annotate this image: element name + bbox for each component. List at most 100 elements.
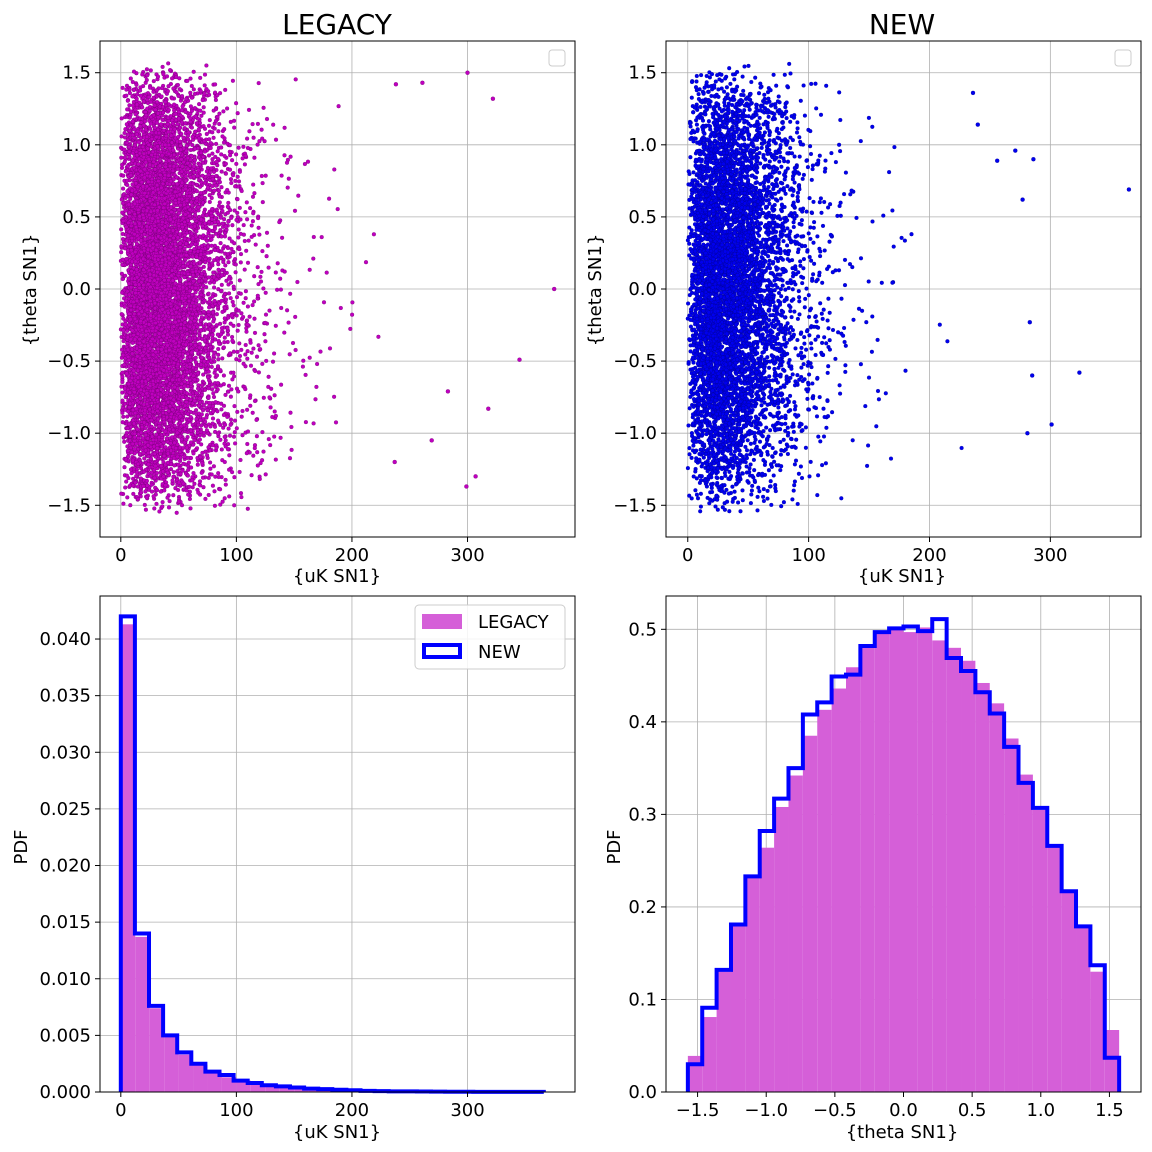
- legacy-scatter-point: [201, 105, 206, 110]
- legacy-scatter-point: [223, 392, 228, 397]
- legacy-scatter-point: [240, 433, 245, 438]
- legacy-scatter-point: [235, 328, 240, 333]
- legacy-scatter-point: [250, 122, 255, 127]
- legacy-scatter-point: [210, 184, 215, 189]
- legacy-scatter-point: [302, 161, 307, 167]
- legacy-scatter-point: [307, 267, 312, 272]
- legacy-scatter-point: [243, 210, 248, 215]
- legacy-scatter-point: [264, 254, 269, 259]
- legacy-scatter-point: [284, 160, 290, 165]
- legacy-scatter-point: [232, 418, 238, 423]
- legacy-scatter-point: [263, 312, 269, 317]
- legacy-scatter-point: [124, 473, 129, 478]
- legacy-scatter-point: [249, 223, 254, 228]
- legacy-scatter-point: [120, 85, 125, 90]
- legacy-scatter-point: [235, 111, 240, 116]
- legacy-scatter-point: [234, 152, 239, 157]
- legacy-scatter-point: [236, 227, 241, 232]
- legacy-scatter-point: [202, 180, 208, 185]
- legacy-scatter-point: [210, 207, 215, 212]
- legacy-scatter-point: [197, 102, 202, 107]
- legacy-scatter-point: [256, 225, 261, 230]
- legacy-scatter-point: [222, 496, 227, 501]
- legacy-scatter-point: [124, 433, 129, 438]
- legacy-scatter-point: [249, 473, 254, 478]
- legacy-scatter-point: [196, 336, 202, 341]
- legacy-scatter-point: [190, 485, 195, 490]
- legacy-scatter-point: [256, 216, 261, 221]
- legacy-scatter-point: [215, 409, 220, 414]
- legacy-scatter-point: [257, 232, 262, 237]
- legacy-scatter-point: [227, 433, 233, 438]
- legacy-scatter-point: [210, 387, 215, 392]
- legacy-scatter-point: [272, 351, 277, 356]
- legacy-scatter-point: [201, 485, 206, 490]
- legacy-scatter-point: [263, 339, 268, 344]
- legacy-scatter-point: [212, 489, 217, 494]
- legacy-scatter-point: [172, 108, 177, 113]
- legacy-scatter-point: [261, 449, 266, 454]
- legacy-scatter-point: [238, 260, 243, 265]
- legacy-scatter-point: [212, 503, 217, 508]
- legacy-scatter-point: [233, 270, 238, 275]
- legacy-scatter-point: [259, 173, 264, 179]
- legacy-scatter-point: [258, 279, 264, 284]
- legacy-scatter-point: [245, 429, 251, 434]
- legacy-scatter-point: [261, 105, 266, 110]
- legacy-scatter-point: [243, 342, 248, 348]
- legacy-scatter-point: [191, 69, 196, 74]
- legacy-scatter-point: [196, 127, 201, 132]
- legacy-scatter-point: [216, 474, 221, 480]
- legacy-scatter-point: [216, 262, 221, 267]
- legacy-scatter-point: [285, 308, 290, 313]
- legacy-scatter-point: [155, 74, 161, 79]
- legacy-scatter-point: [228, 296, 233, 301]
- legacy-scatter-point: [157, 509, 162, 514]
- legacy-scatter-point: [336, 104, 341, 109]
- legacy-scatter-point: [249, 350, 254, 355]
- legacy-scatter-point: [213, 474, 218, 479]
- legacy-scatter-point: [279, 305, 284, 311]
- legacy-scatter-point: [236, 235, 241, 240]
- legacy-scatter-point: [332, 394, 337, 399]
- legacy-scatter-point: [266, 374, 271, 379]
- legacy-scatter-point: [230, 223, 235, 228]
- legacy-scatter-point: [194, 408, 199, 413]
- legacy-scatter-point: [138, 476, 143, 481]
- legacy-scatter-point: [232, 503, 237, 508]
- legacy-scatter-point: [253, 368, 258, 374]
- legacy-scatter-point: [239, 414, 244, 419]
- legacy-scatter-point: [244, 200, 249, 205]
- legacy-scatter-point: [222, 335, 227, 340]
- legacy-scatter-point: [197, 437, 202, 442]
- legacy-scatter-point: [277, 220, 282, 225]
- legacy-scatter-point: [315, 361, 320, 367]
- legacy-scatter-point: [236, 308, 241, 313]
- legacy-scatter-point: [207, 305, 212, 310]
- legacy-scatter-point: [222, 340, 227, 345]
- legacy-scatter-point: [301, 358, 306, 363]
- legacy-scatter-point: [183, 257, 188, 262]
- legacy-scatter-point: [264, 358, 269, 363]
- legacy-scatter-point: [159, 94, 164, 99]
- legacy-scatter-point: [222, 434, 227, 439]
- legacy-scatter-point: [226, 260, 231, 265]
- legacy-scatter-point: [195, 462, 200, 467]
- legacy-scatter-point: [256, 282, 261, 287]
- legacy-scatter-point: [259, 127, 264, 132]
- legacy-scatter-point: [303, 372, 308, 377]
- legacy-scatter-point: [245, 260, 251, 265]
- legacy-scatter-point: [279, 173, 284, 178]
- legacy-scatter-point: [255, 265, 260, 270]
- legacy-scatter-point: [237, 278, 242, 283]
- legacy-scatter-point: [219, 145, 224, 150]
- legacy-scatter-point: [199, 442, 204, 447]
- legacy-scatter-point: [233, 178, 238, 183]
- legacy-scatter-point: [235, 174, 240, 179]
- legacy-scatter-point: [121, 414, 126, 419]
- legacy-scatter-point: [327, 346, 333, 351]
- legacy-scatter-point: [254, 417, 259, 422]
- legacy-scatter-point: [267, 395, 272, 400]
- legacy-scatter-point: [122, 465, 127, 470]
